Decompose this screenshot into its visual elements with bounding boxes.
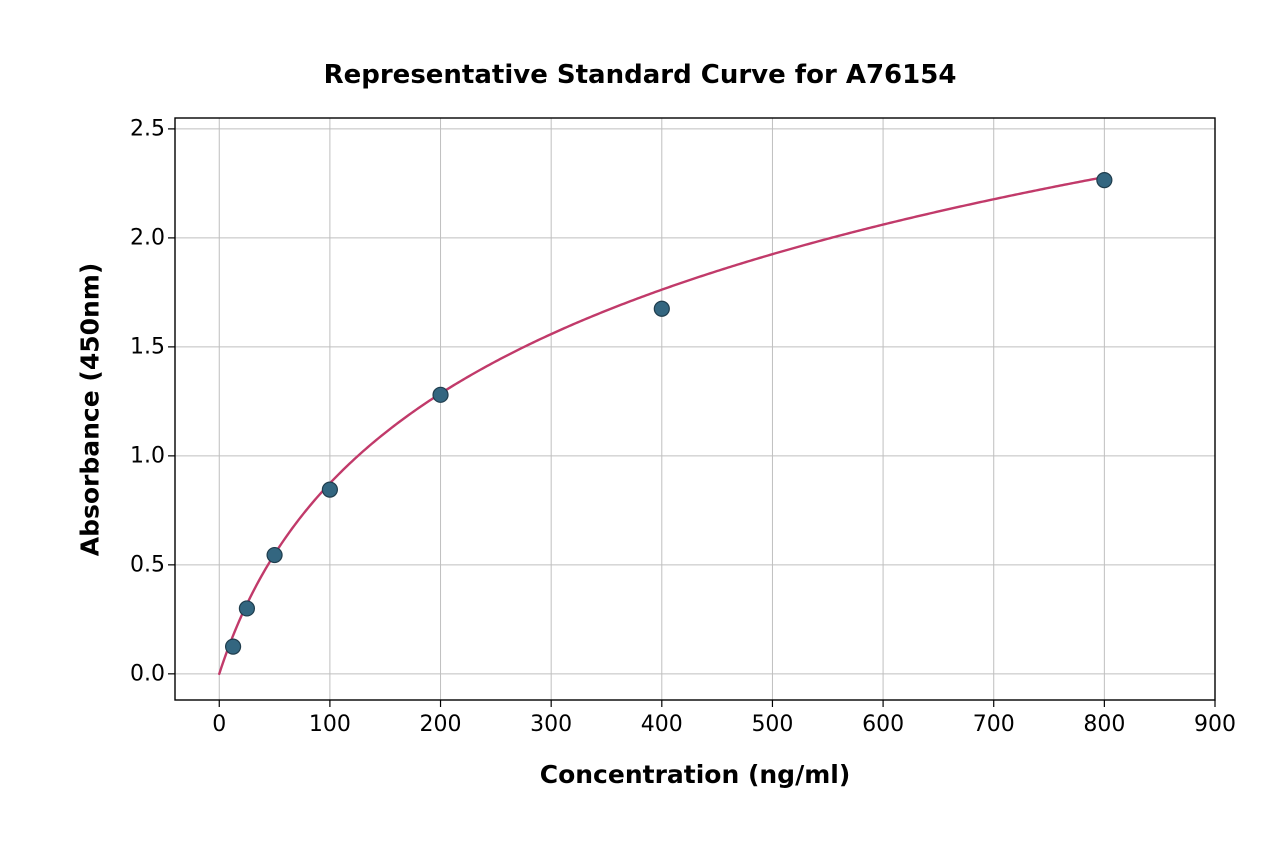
x-tick-label: 100 [309,712,351,737]
y-axis-label: Absorbance (450nm) [76,130,105,690]
y-tick-label: 2.0 [120,225,165,250]
data-point [654,301,669,316]
x-tick-label: 200 [420,712,462,737]
x-tick-label: 500 [751,712,793,737]
data-point [239,601,254,616]
data-point [1097,173,1112,188]
chart-container: Representative Standard Curve for A76154… [0,0,1280,845]
data-point [433,387,448,402]
x-tick-label: 700 [973,712,1015,737]
x-tick-label: 300 [530,712,572,737]
grid-lines [175,118,1215,700]
x-tick-label: 900 [1194,712,1236,737]
x-tick-marks [219,700,1215,707]
y-tick-label: 1.0 [120,443,165,468]
x-axis-label: Concentration (ng/ml) [175,760,1215,789]
axis-spines [175,118,1215,700]
x-tick-label: 800 [1083,712,1125,737]
data-point [267,548,282,563]
data-point [226,639,241,654]
scatter-points [226,173,1112,654]
y-tick-label: 2.5 [120,116,165,141]
x-tick-label: 600 [862,712,904,737]
data-point [322,482,337,497]
y-tick-label: 0.5 [120,552,165,577]
y-tick-label: 1.5 [120,334,165,359]
y-tick-label: 0.0 [120,661,165,686]
x-tick-label: 400 [641,712,683,737]
y-tick-marks [168,129,175,674]
x-tick-label: 0 [212,712,226,737]
